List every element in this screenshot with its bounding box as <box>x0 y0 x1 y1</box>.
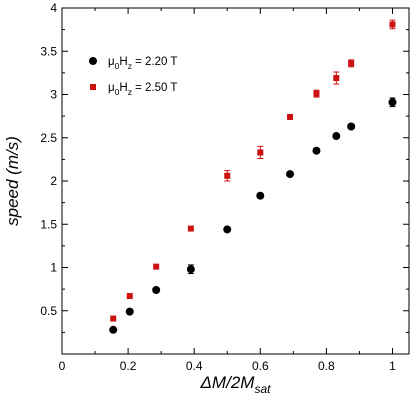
data-point <box>109 325 118 334</box>
x-tick-label: 0 <box>59 359 66 373</box>
series-2 <box>110 19 396 322</box>
data-point <box>256 191 265 200</box>
data-point <box>347 122 356 131</box>
series-1 <box>109 97 397 334</box>
data-point <box>110 315 117 322</box>
x-tick-label: 0.8 <box>318 359 335 373</box>
data-point <box>224 172 231 179</box>
y-tick-label: 1 <box>50 261 57 275</box>
data-point <box>313 90 320 97</box>
data-point <box>153 263 160 270</box>
data-point <box>389 21 396 28</box>
y-tick-label: 2 <box>50 174 57 188</box>
x-tick-label: 0.6 <box>252 359 269 373</box>
data-point <box>333 75 340 82</box>
y-axis-title: speed (m/s) <box>3 136 22 226</box>
data-point <box>348 60 355 67</box>
legend-marker <box>90 84 96 90</box>
legend-label: μ0Hz = 2.50 T <box>108 82 177 97</box>
y-tick-label: 1.5 <box>40 217 57 231</box>
y-tick-label: 0.5 <box>40 304 57 318</box>
y-tick-label: 3 <box>50 88 57 102</box>
x-tick-label: 0.4 <box>186 359 203 373</box>
x-axis-title-main: ΔM/2M <box>200 373 256 392</box>
data-point <box>257 149 264 156</box>
legend: μ0Hz = 2.20 T μ0Hz = 2.50 T <box>89 56 177 97</box>
series-layer <box>109 19 397 334</box>
data-point <box>286 170 295 179</box>
y-tick-label: 4 <box>50 1 57 15</box>
y-tick-label: 2.5 <box>40 131 57 145</box>
legend-marker <box>89 57 97 65</box>
x-tick-label: 0.2 <box>120 359 137 373</box>
data-point <box>187 225 194 232</box>
data-point <box>312 146 321 155</box>
data-point <box>388 98 397 107</box>
data-point <box>332 132 341 141</box>
x-tick-label: 1 <box>389 359 396 373</box>
data-point <box>125 307 134 316</box>
x-axis-title: ΔM/2Msat <box>200 373 272 396</box>
y-tick-label: 3.5 <box>40 44 57 58</box>
x-axis-title-subscript: sat <box>254 382 271 396</box>
data-point <box>186 265 195 274</box>
ticks-layer: 0 0.2 0.4 0.6 0.8 1 0.5 1 1.5 2 2.5 3 3.5 4 <box>40 1 409 373</box>
data-point <box>152 285 161 294</box>
data-point <box>126 293 133 300</box>
plot-frame <box>61 7 410 355</box>
data-point <box>223 225 232 234</box>
legend-label: μ0Hz = 2.20 T <box>108 56 177 71</box>
data-point <box>287 113 294 120</box>
